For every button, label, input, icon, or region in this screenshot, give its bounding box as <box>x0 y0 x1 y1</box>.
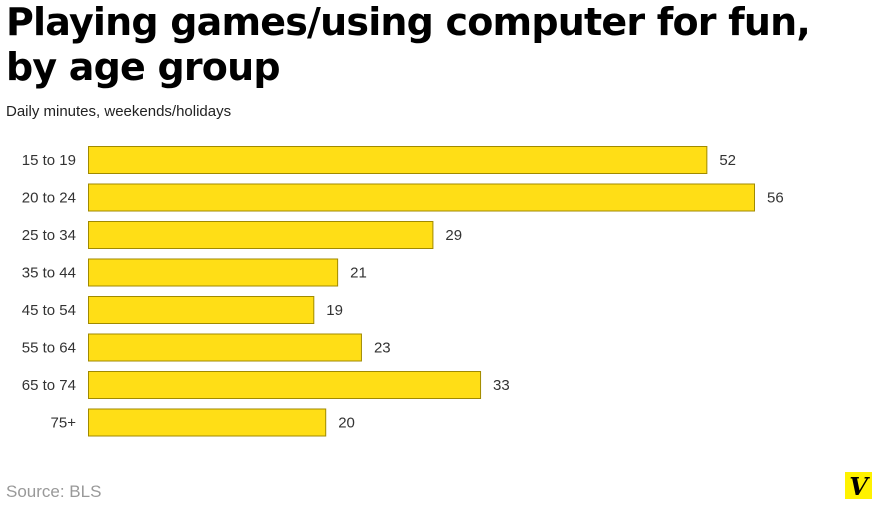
title-line-2: by age group <box>6 45 281 89</box>
vox-logo-icon: V <box>845 472 872 499</box>
category-label: 20 to 24 <box>22 190 76 207</box>
category-label: 55 to 64 <box>22 340 76 357</box>
bar <box>88 146 708 174</box>
bar-chart: 15 to 19 52 20 to 24 56 25 to 34 29 35 to 44 21… <box>22 146 784 437</box>
chart-title: Playing games/using computer for fun, by … <box>6 0 866 90</box>
category-label: 45 to 54 <box>22 302 76 319</box>
value-label: 21 <box>350 265 367 282</box>
category-label: 65 to 74 <box>22 377 76 394</box>
source-note: Source: BLS <box>6 482 102 501</box>
value-label: 29 <box>445 227 462 244</box>
value-label: 23 <box>374 340 391 357</box>
bar <box>88 258 339 287</box>
bar <box>88 371 482 399</box>
value-label: 20 <box>338 415 355 432</box>
bar <box>88 333 362 362</box>
bar <box>88 296 315 324</box>
category-label: 25 to 34 <box>22 227 76 244</box>
chart-subtitle: Daily minutes, weekends/holidays <box>6 103 232 120</box>
category-label: 35 to 44 <box>22 265 76 282</box>
bar <box>88 408 327 437</box>
value-label: 33 <box>493 377 510 394</box>
category-label: 75+ <box>51 415 77 432</box>
value-label: 52 <box>719 152 736 169</box>
value-label: 19 <box>326 302 343 319</box>
value-label: 56 <box>767 190 784 207</box>
category-label: 15 to 19 <box>22 152 76 169</box>
title-line-1: Playing games/using computer for fun, <box>6 0 811 44</box>
bar <box>88 183 755 212</box>
svg-text:V: V <box>849 472 870 499</box>
bar <box>88 221 434 249</box>
